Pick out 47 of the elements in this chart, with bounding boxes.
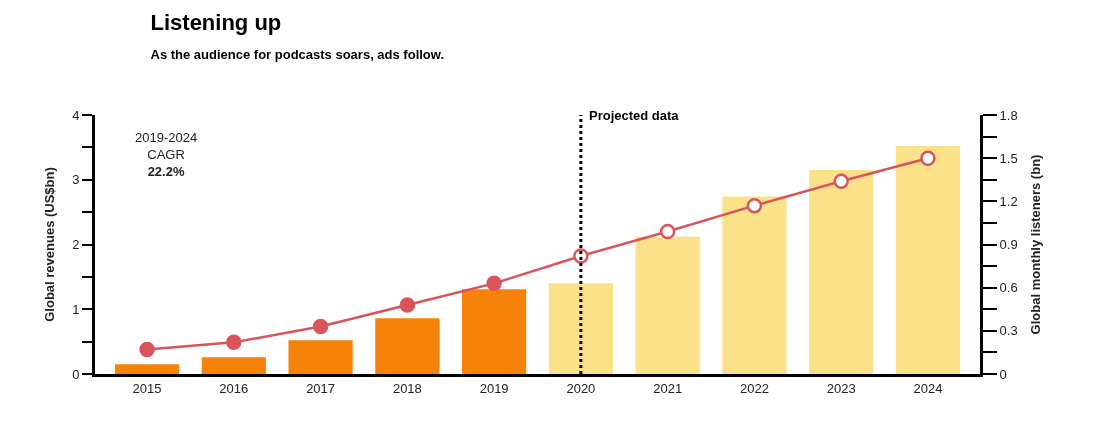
x-tick-label: 2019: [479, 380, 509, 396]
bar: [635, 236, 700, 374]
x-tick-label: 2015: [132, 380, 162, 396]
bar: [462, 289, 527, 374]
point: [920, 150, 936, 166]
y2-tick-label: 0.9: [999, 237, 1018, 253]
bar: [722, 196, 787, 374]
x-tick-label: 2017: [306, 380, 336, 396]
y-tick-label: 3: [72, 172, 80, 188]
point: [226, 334, 242, 351]
x-tick-label: 2021: [653, 380, 683, 396]
y2-tick-label: 0: [999, 366, 1007, 382]
y2-tick-label: 0.3: [999, 323, 1018, 339]
ref-line-label: Projected data: [589, 108, 680, 123]
bar: [288, 340, 353, 374]
x-tick-label: 2020: [566, 380, 596, 396]
point: [399, 297, 416, 313]
y-tick-label: 4: [72, 107, 80, 123]
point: [746, 197, 763, 214]
point: [312, 318, 329, 335]
x-tick-label: 2016: [219, 380, 249, 396]
y-axis-title: Global revenues (US$bn): [42, 167, 58, 322]
bar: [895, 146, 961, 374]
y-tick-label: 0: [72, 366, 80, 382]
bar: [114, 364, 180, 374]
x-tick-label: 2024: [913, 380, 943, 396]
bar: [809, 170, 874, 374]
y2-axis-title: Global monthly listeners (bn): [1028, 154, 1044, 335]
y2-tick-label: 1.8: [999, 107, 1018, 123]
x-tick-label: 2022: [739, 380, 769, 396]
bar: [201, 357, 266, 374]
annotation: 2019-2024 CAGR 22.2%: [135, 130, 198, 179]
y2-tick-label: 0.6: [999, 280, 1018, 296]
y2-tick-label: 1.2: [999, 193, 1018, 209]
bar: [375, 318, 440, 374]
y2-tick-label: 1.5: [999, 150, 1018, 166]
y-tick-label: 1: [72, 301, 80, 317]
point: [833, 173, 849, 189]
bar: [548, 283, 613, 374]
chart-title: Listening up: [150, 10, 282, 36]
chart-subtitle: As the audience for podcasts soars, ads follow.: [150, 46, 445, 62]
y-tick-label: 2: [72, 237, 80, 253]
point: [659, 223, 676, 240]
x-tick-label: 2023: [826, 380, 856, 396]
point: [139, 341, 155, 358]
point: [486, 275, 502, 292]
x-tick-label: 2018: [392, 380, 422, 396]
